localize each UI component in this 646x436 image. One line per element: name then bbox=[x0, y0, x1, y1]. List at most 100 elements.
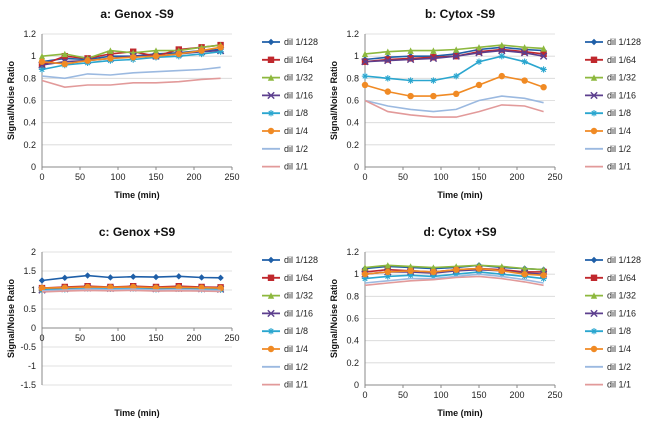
chart-title: b: Cytox -S9 bbox=[425, 7, 495, 21]
data-point bbox=[521, 265, 528, 272]
legend-label: dil 1/2 bbox=[284, 144, 308, 154]
data-point bbox=[430, 54, 437, 61]
x-tick-label: 250 bbox=[224, 172, 239, 182]
legend-swatch-marker bbox=[590, 256, 598, 264]
x-tick-label: 100 bbox=[110, 333, 125, 343]
series-8 bbox=[364, 275, 544, 287]
y-tick-label: 0.8 bbox=[23, 73, 36, 83]
data-point bbox=[430, 264, 437, 271]
data-point bbox=[217, 48, 224, 55]
legend-label: dil 1/4 bbox=[284, 126, 308, 136]
data-point bbox=[521, 270, 528, 278]
data-point bbox=[38, 284, 46, 292]
legend: dil 1/128 dil 1/64 dil 1/32 dil 1/16 dil 1/8… bbox=[585, 37, 641, 172]
legend-label: dil 1/64 bbox=[607, 273, 636, 283]
data-point bbox=[384, 273, 391, 280]
data-point bbox=[475, 58, 483, 65]
data-point bbox=[498, 263, 505, 270]
legend-label: dil 1/1 bbox=[607, 162, 631, 172]
y-tick-label: 1.2 bbox=[346, 29, 359, 39]
legend-swatch-marker bbox=[590, 328, 598, 335]
legend-label: dil 1/4 bbox=[284, 344, 308, 354]
data-point bbox=[130, 273, 137, 280]
legend-label: dil 1/16 bbox=[284, 308, 313, 318]
data-point bbox=[406, 55, 415, 64]
series-line bbox=[364, 99, 544, 118]
x-tick-label: 150 bbox=[471, 172, 486, 182]
y-tick-label: 0.2 bbox=[346, 358, 359, 368]
legend-label: dil 1/1 bbox=[284, 380, 308, 390]
x-tick-label: 100 bbox=[110, 172, 125, 182]
chart-title: c: Genox +S9 bbox=[99, 225, 176, 239]
y-tick-label: 0.6 bbox=[346, 96, 359, 106]
series-7 bbox=[364, 95, 544, 113]
data-point bbox=[430, 47, 437, 54]
x-tick-label: 50 bbox=[398, 390, 408, 400]
x-tick-label: 200 bbox=[509, 390, 524, 400]
x-tick-label: 250 bbox=[547, 390, 562, 400]
data-point bbox=[407, 77, 414, 84]
legend-swatch-marker bbox=[267, 309, 275, 318]
data-point bbox=[84, 57, 91, 64]
data-point bbox=[498, 72, 505, 80]
series-line bbox=[41, 66, 221, 80]
legend-swatch-marker bbox=[590, 110, 598, 117]
y-tick-label: 1 bbox=[354, 51, 359, 61]
x-tick-label: 200 bbox=[186, 172, 201, 182]
data-point bbox=[540, 275, 547, 282]
y-tick-label: 0.6 bbox=[346, 314, 359, 324]
data-point bbox=[107, 50, 114, 58]
data-point bbox=[61, 50, 68, 58]
legend-label: dil 1/16 bbox=[607, 90, 636, 100]
data-point bbox=[61, 274, 68, 282]
data-point bbox=[453, 270, 460, 278]
x-tick-label: 0 bbox=[39, 172, 44, 182]
data-point bbox=[498, 41, 505, 49]
legend-label: dil 1/1 bbox=[284, 162, 308, 172]
chart-cytox-plus-s9: d: Cytox +S9 0 0.2 0.4 0.6 0.8 1 1.2 0 50 100 150 20… bbox=[329, 225, 641, 418]
data-point bbox=[384, 56, 392, 65]
legend-swatch-marker bbox=[590, 345, 598, 353]
y-tick-label: 0 bbox=[354, 162, 359, 172]
legend-label: dil 1/8 bbox=[284, 326, 308, 336]
legend-label: dil 1/8 bbox=[607, 108, 631, 118]
data-point bbox=[407, 267, 414, 275]
series-line bbox=[41, 289, 221, 293]
data-point bbox=[498, 267, 505, 275]
chart-cytox-minus-s9: b: Cytox -S9 0 0.2 0.4 0.6 0.8 1 1.2 0 50 100 150 20… bbox=[329, 7, 641, 200]
data-point bbox=[61, 60, 68, 68]
legend-label: dil 1/64 bbox=[607, 55, 636, 65]
series-7 bbox=[364, 273, 544, 284]
x-axis-title: Time (min) bbox=[114, 408, 159, 418]
series-line bbox=[41, 77, 221, 89]
x-tick-label: 150 bbox=[471, 390, 486, 400]
series-line bbox=[364, 275, 544, 287]
data-point bbox=[107, 55, 114, 62]
y-tick-label: -1.5 bbox=[20, 380, 36, 390]
data-point bbox=[198, 47, 205, 54]
legend-swatch-marker bbox=[590, 292, 598, 299]
legend-label: dil 1/1 bbox=[607, 380, 631, 390]
series-line bbox=[364, 273, 544, 284]
chart-genox-minus-s9: a: Genox -S9 0 0.2 0.4 0.6 0.8 1 1.2 0 50 100 150 20… bbox=[6, 7, 318, 200]
data-point bbox=[430, 92, 437, 100]
data-point bbox=[361, 50, 369, 58]
legend-swatch-marker bbox=[267, 328, 275, 335]
legend-swatch-marker bbox=[590, 309, 598, 318]
legend-label: dil 1/16 bbox=[607, 308, 636, 318]
data-point bbox=[407, 47, 414, 54]
legend-label: dil 1/32 bbox=[607, 73, 636, 83]
y-tick-label: 1 bbox=[31, 51, 36, 61]
data-point bbox=[521, 44, 528, 51]
legend-label: dil 1/64 bbox=[284, 55, 313, 65]
panel-b: b: Cytox -S9 0 0.2 0.4 0.6 0.8 1 1.2 0 50 100 150 20… bbox=[323, 0, 646, 218]
y-tick-label: 0.2 bbox=[23, 140, 36, 150]
y-axis-title: Signal/Noise Ratio bbox=[6, 60, 16, 140]
y-axis-title: Signal/Noise Ratio bbox=[6, 278, 16, 358]
data-point bbox=[498, 46, 506, 55]
panel-a: a: Genox -S9 0 0.2 0.4 0.6 0.8 1 1.2 0 50 100 150 20… bbox=[0, 0, 323, 218]
data-point bbox=[453, 72, 460, 80]
x-tick-label: 100 bbox=[433, 172, 448, 182]
series-1 bbox=[38, 272, 224, 284]
legend-label: dil 1/128 bbox=[284, 255, 318, 265]
